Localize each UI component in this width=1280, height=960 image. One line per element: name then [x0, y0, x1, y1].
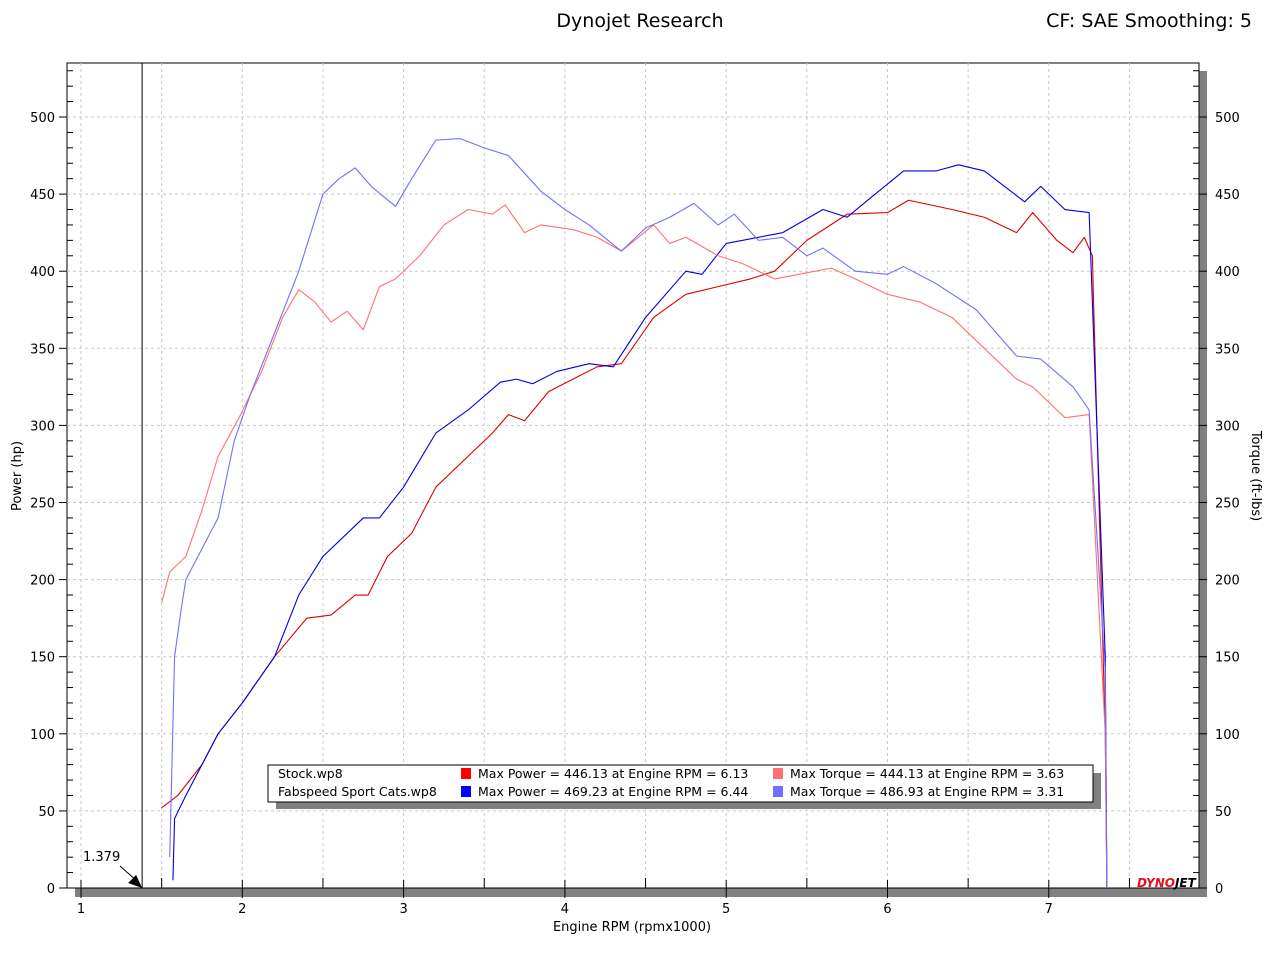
chart-title: Dynojet Research	[556, 10, 724, 32]
legend-box	[267, 764, 1094, 803]
y-tick-label: 300	[30, 419, 55, 434]
y2-tick-label: 100	[1215, 728, 1240, 743]
legend-power-text: Max Power = 446.13 at Engine RPM = 6.13	[478, 766, 748, 781]
legend-torque-text: Max Torque = 486.93 at Engine RPM = 3.31	[790, 784, 1064, 799]
series-line	[161, 199, 1108, 889]
x-tick-label: 1	[77, 902, 85, 917]
y2-tick-label: 250	[1215, 497, 1240, 512]
y-tick-label: 350	[30, 342, 55, 357]
y2-axis-label: Torque (ft-lbs)	[1248, 430, 1263, 521]
x-tick-label: 7	[1045, 902, 1053, 917]
x-tick-label: 5	[722, 902, 730, 917]
y-tick-label: 100	[30, 728, 55, 743]
legend-torque-swatch	[773, 786, 783, 797]
y-tick-label: 450	[30, 188, 55, 203]
y-axis-label: Power (hp)	[10, 441, 25, 511]
y-tick-label: 0	[47, 882, 55, 897]
x-tick-label: 3	[399, 902, 407, 917]
y2-tick-label: 300	[1215, 419, 1240, 434]
series-line	[169, 138, 1108, 889]
legend-power-text: Max Power = 469.23 at Engine RPM = 6.44	[478, 784, 748, 799]
legend-torque-text: Max Torque = 444.13 at Engine RPM = 3.63	[790, 766, 1064, 781]
cursor-label: 1.379	[83, 850, 120, 865]
y-tick-label: 500	[30, 111, 55, 126]
x-tick-label: 2	[238, 902, 246, 917]
x-tick-label: 4	[561, 902, 569, 917]
y2-tick-label: 50	[1215, 805, 1232, 820]
y-tick-label: 150	[30, 651, 55, 666]
y-axis-shadow	[1199, 71, 1207, 897]
legend-torque-swatch	[773, 768, 783, 779]
y-tick-label: 250	[30, 497, 55, 512]
y2-tick-label: 200	[1215, 574, 1240, 589]
y2-tick-label: 0	[1215, 882, 1223, 897]
y2-tick-label: 150	[1215, 651, 1240, 666]
y-tick-label: 400	[30, 265, 55, 280]
series-line	[172, 164, 1108, 889]
x-axis-label: Engine RPM (rpmx1000)	[553, 920, 711, 935]
correction-factor: CF: SAE Smoothing: 5	[1046, 10, 1252, 32]
x-tick-label: 6	[883, 902, 891, 917]
legend-run-name: Fabspeed Sport Cats.wp8	[278, 784, 437, 799]
y-tick-label: 200	[30, 574, 55, 589]
y-tick-label: 50	[38, 805, 55, 820]
y2-tick-label: 400	[1215, 265, 1240, 280]
dynojet-logo: DYNOJET	[1137, 876, 1197, 890]
legend-power-swatch	[461, 786, 471, 797]
x-axis-shadow	[75, 888, 1207, 897]
legend-run-name: Stock.wp8	[278, 766, 343, 781]
legend-power-swatch	[461, 768, 471, 779]
series-line	[161, 204, 1108, 889]
y2-tick-label: 350	[1215, 342, 1240, 357]
plot-frame	[66, 62, 1200, 889]
cursor-arrow-icon	[128, 875, 143, 888]
y2-tick-label: 500	[1215, 111, 1240, 126]
y2-tick-label: 450	[1215, 188, 1240, 203]
